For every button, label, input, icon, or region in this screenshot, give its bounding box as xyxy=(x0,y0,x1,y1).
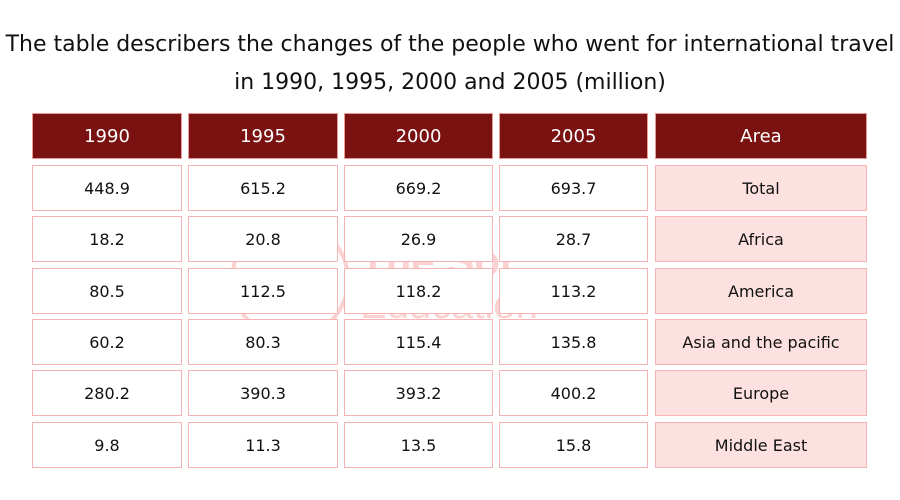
table-cell: 390.3 xyxy=(188,370,338,416)
table-cell: 15.8 xyxy=(499,422,648,468)
area-cell: Asia and the pacific xyxy=(655,319,867,365)
column-header: 2005 xyxy=(499,113,648,159)
table-cell: 693.7 xyxy=(499,165,648,211)
column-header: 2000 xyxy=(344,113,493,159)
table-cell: 9.8 xyxy=(32,422,182,468)
table-cell: 18.2 xyxy=(32,216,182,262)
table-cell: 28.7 xyxy=(499,216,648,262)
table-cell: 393.2 xyxy=(344,370,493,416)
table-cell: 118.2 xyxy=(344,268,493,314)
column-header: 1990 xyxy=(32,113,182,159)
table-cell: 280.2 xyxy=(32,370,182,416)
table-cell: 80.5 xyxy=(32,268,182,314)
table-cell: 112.5 xyxy=(188,268,338,314)
table-cell: 11.3 xyxy=(188,422,338,468)
table-cell: 80.3 xyxy=(188,319,338,365)
table-cell: 13.5 xyxy=(344,422,493,468)
table-cell: 60.2 xyxy=(32,319,182,365)
area-cell: Total xyxy=(655,165,867,211)
table-cell: 400.2 xyxy=(499,370,648,416)
table-cell: 26.9 xyxy=(344,216,493,262)
table-cell: 20.8 xyxy=(188,216,338,262)
column-header: 1995 xyxy=(188,113,338,159)
area-cell: Europe xyxy=(655,370,867,416)
area-cell: Africa xyxy=(655,216,867,262)
table-cell: 669.2 xyxy=(344,165,493,211)
area-cell: Middle East xyxy=(655,422,867,468)
table-cell: 115.4 xyxy=(344,319,493,365)
table-cell: 448.9 xyxy=(32,165,182,211)
table-cell: 113.2 xyxy=(499,268,648,314)
column-header: Area xyxy=(655,113,867,159)
table-title: The table describers the changes of the … xyxy=(5,32,895,95)
area-cell: America xyxy=(655,268,867,314)
table-cell: 615.2 xyxy=(188,165,338,211)
table-cell: 135.8 xyxy=(499,319,648,365)
